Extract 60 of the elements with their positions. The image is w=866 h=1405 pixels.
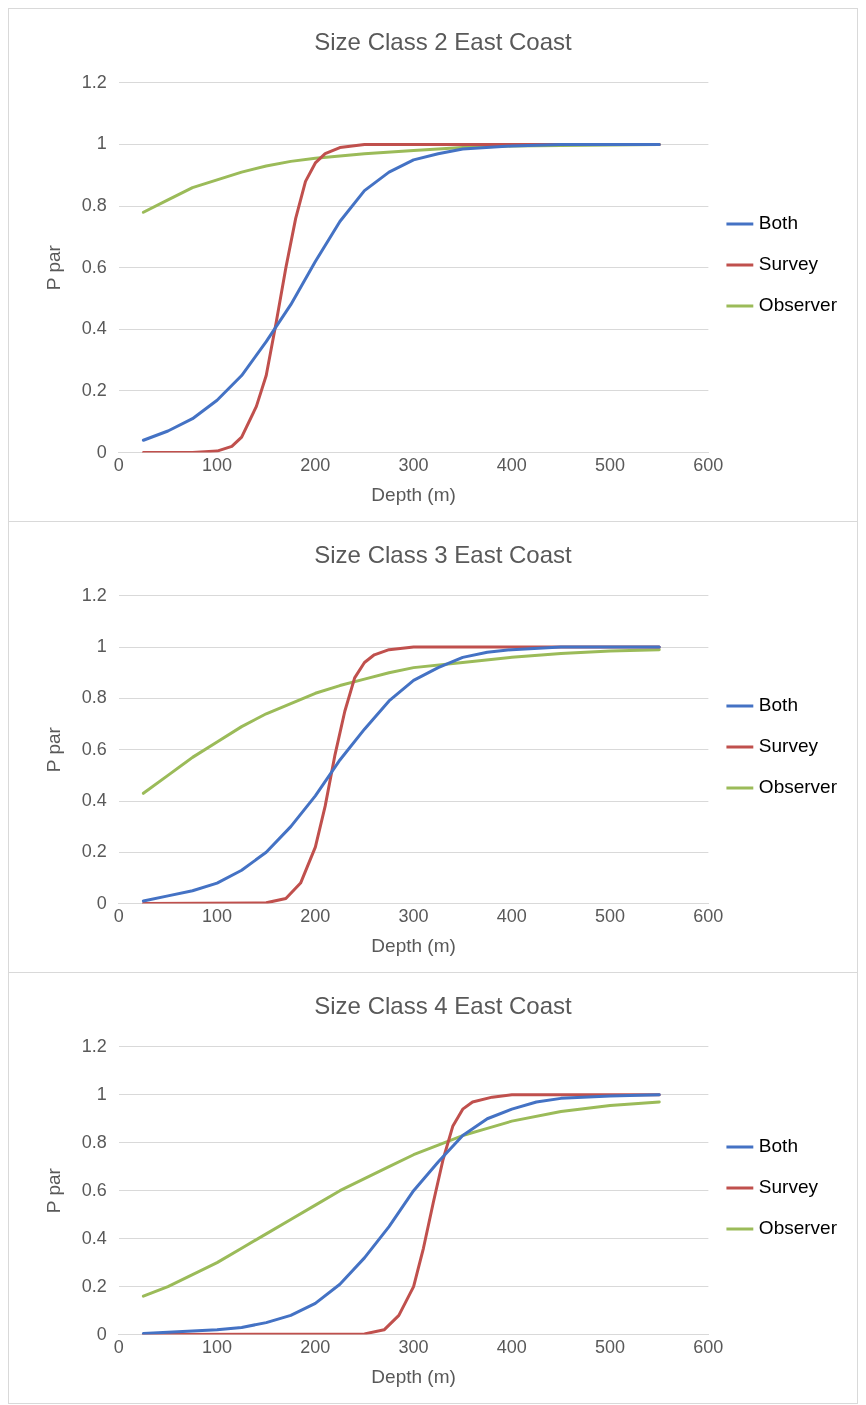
y-tick-label: 1 xyxy=(96,636,107,657)
x-tick-label: 0 xyxy=(113,1337,124,1358)
x-tick-label: 100 xyxy=(202,455,233,476)
y-tick-label: 0 xyxy=(96,1323,107,1344)
x-tick-label: 300 xyxy=(398,906,429,927)
y-axis-title: P par xyxy=(42,726,64,773)
y-tick-label: 0 xyxy=(96,441,107,462)
legend-label: Survey xyxy=(758,253,819,275)
legend-label: Observer xyxy=(758,294,838,316)
x-axis-title: Depth (m) xyxy=(371,934,456,956)
x-tick-label: 500 xyxy=(595,906,626,927)
x-axis-title: Depth (m) xyxy=(371,1365,456,1387)
y-axis-title: P par xyxy=(42,244,64,291)
y-tick-label: 0.4 xyxy=(81,1227,107,1248)
legend-label: Observer xyxy=(758,1217,838,1239)
x-tick-label: 200 xyxy=(300,455,331,476)
x-axis-title: Depth (m) xyxy=(371,483,456,505)
x-tick-label: 600 xyxy=(693,455,724,476)
y-tick-label: 0.4 xyxy=(81,318,107,339)
y-tick-label: 0.4 xyxy=(81,789,107,810)
legend-label: Survey xyxy=(758,1176,819,1198)
y-tick-label: 1 xyxy=(96,133,107,154)
x-tick-label: 0 xyxy=(113,455,124,476)
x-tick-label: 100 xyxy=(202,1337,233,1358)
y-tick-label: 1 xyxy=(96,1083,107,1104)
y-tick-label: 0.8 xyxy=(81,687,107,708)
x-tick-label: 500 xyxy=(595,455,626,476)
legend-label: Both xyxy=(758,212,798,234)
y-tick-label: 0.2 xyxy=(81,379,107,400)
y-tick-label: 1.2 xyxy=(81,1035,107,1056)
y-tick-label: 0 xyxy=(96,892,107,913)
y-tick-label: 0.2 xyxy=(81,1275,107,1296)
legend-label: Observer xyxy=(758,776,838,798)
x-tick-label: 100 xyxy=(202,906,233,927)
y-tick-label: 0.8 xyxy=(81,1131,107,1152)
x-tick-label: 300 xyxy=(398,455,429,476)
legend-label: Survey xyxy=(758,735,819,757)
x-tick-label: 300 xyxy=(398,1337,429,1358)
y-tick-label: 0.6 xyxy=(81,256,107,277)
x-tick-label: 0 xyxy=(113,906,124,927)
y-tick-label: 0.2 xyxy=(81,841,107,862)
x-tick-label: 500 xyxy=(595,1337,626,1358)
y-tick-label: 0.6 xyxy=(81,1179,107,1200)
y-tick-label: 1.2 xyxy=(81,71,107,92)
chart-title: Size Class 3 East Coast xyxy=(314,541,573,569)
legend-label: Both xyxy=(758,694,798,716)
y-tick-label: 1.2 xyxy=(81,584,107,605)
x-tick-label: 600 xyxy=(693,906,724,927)
chart-title: Size Class 4 East Coast xyxy=(314,992,573,1020)
y-tick-label: 0.8 xyxy=(81,195,107,216)
chart-title: Size Class 2 East Coast xyxy=(314,28,573,56)
y-axis-title: P par xyxy=(42,1167,64,1214)
x-tick-label: 200 xyxy=(300,906,331,927)
x-tick-label: 400 xyxy=(496,455,527,476)
y-tick-label: 0.6 xyxy=(81,738,107,759)
x-tick-label: 600 xyxy=(693,1337,724,1358)
legend-label: Both xyxy=(758,1135,798,1157)
x-tick-label: 400 xyxy=(496,1337,527,1358)
x-tick-label: 200 xyxy=(300,1337,331,1358)
x-tick-label: 400 xyxy=(496,906,527,927)
